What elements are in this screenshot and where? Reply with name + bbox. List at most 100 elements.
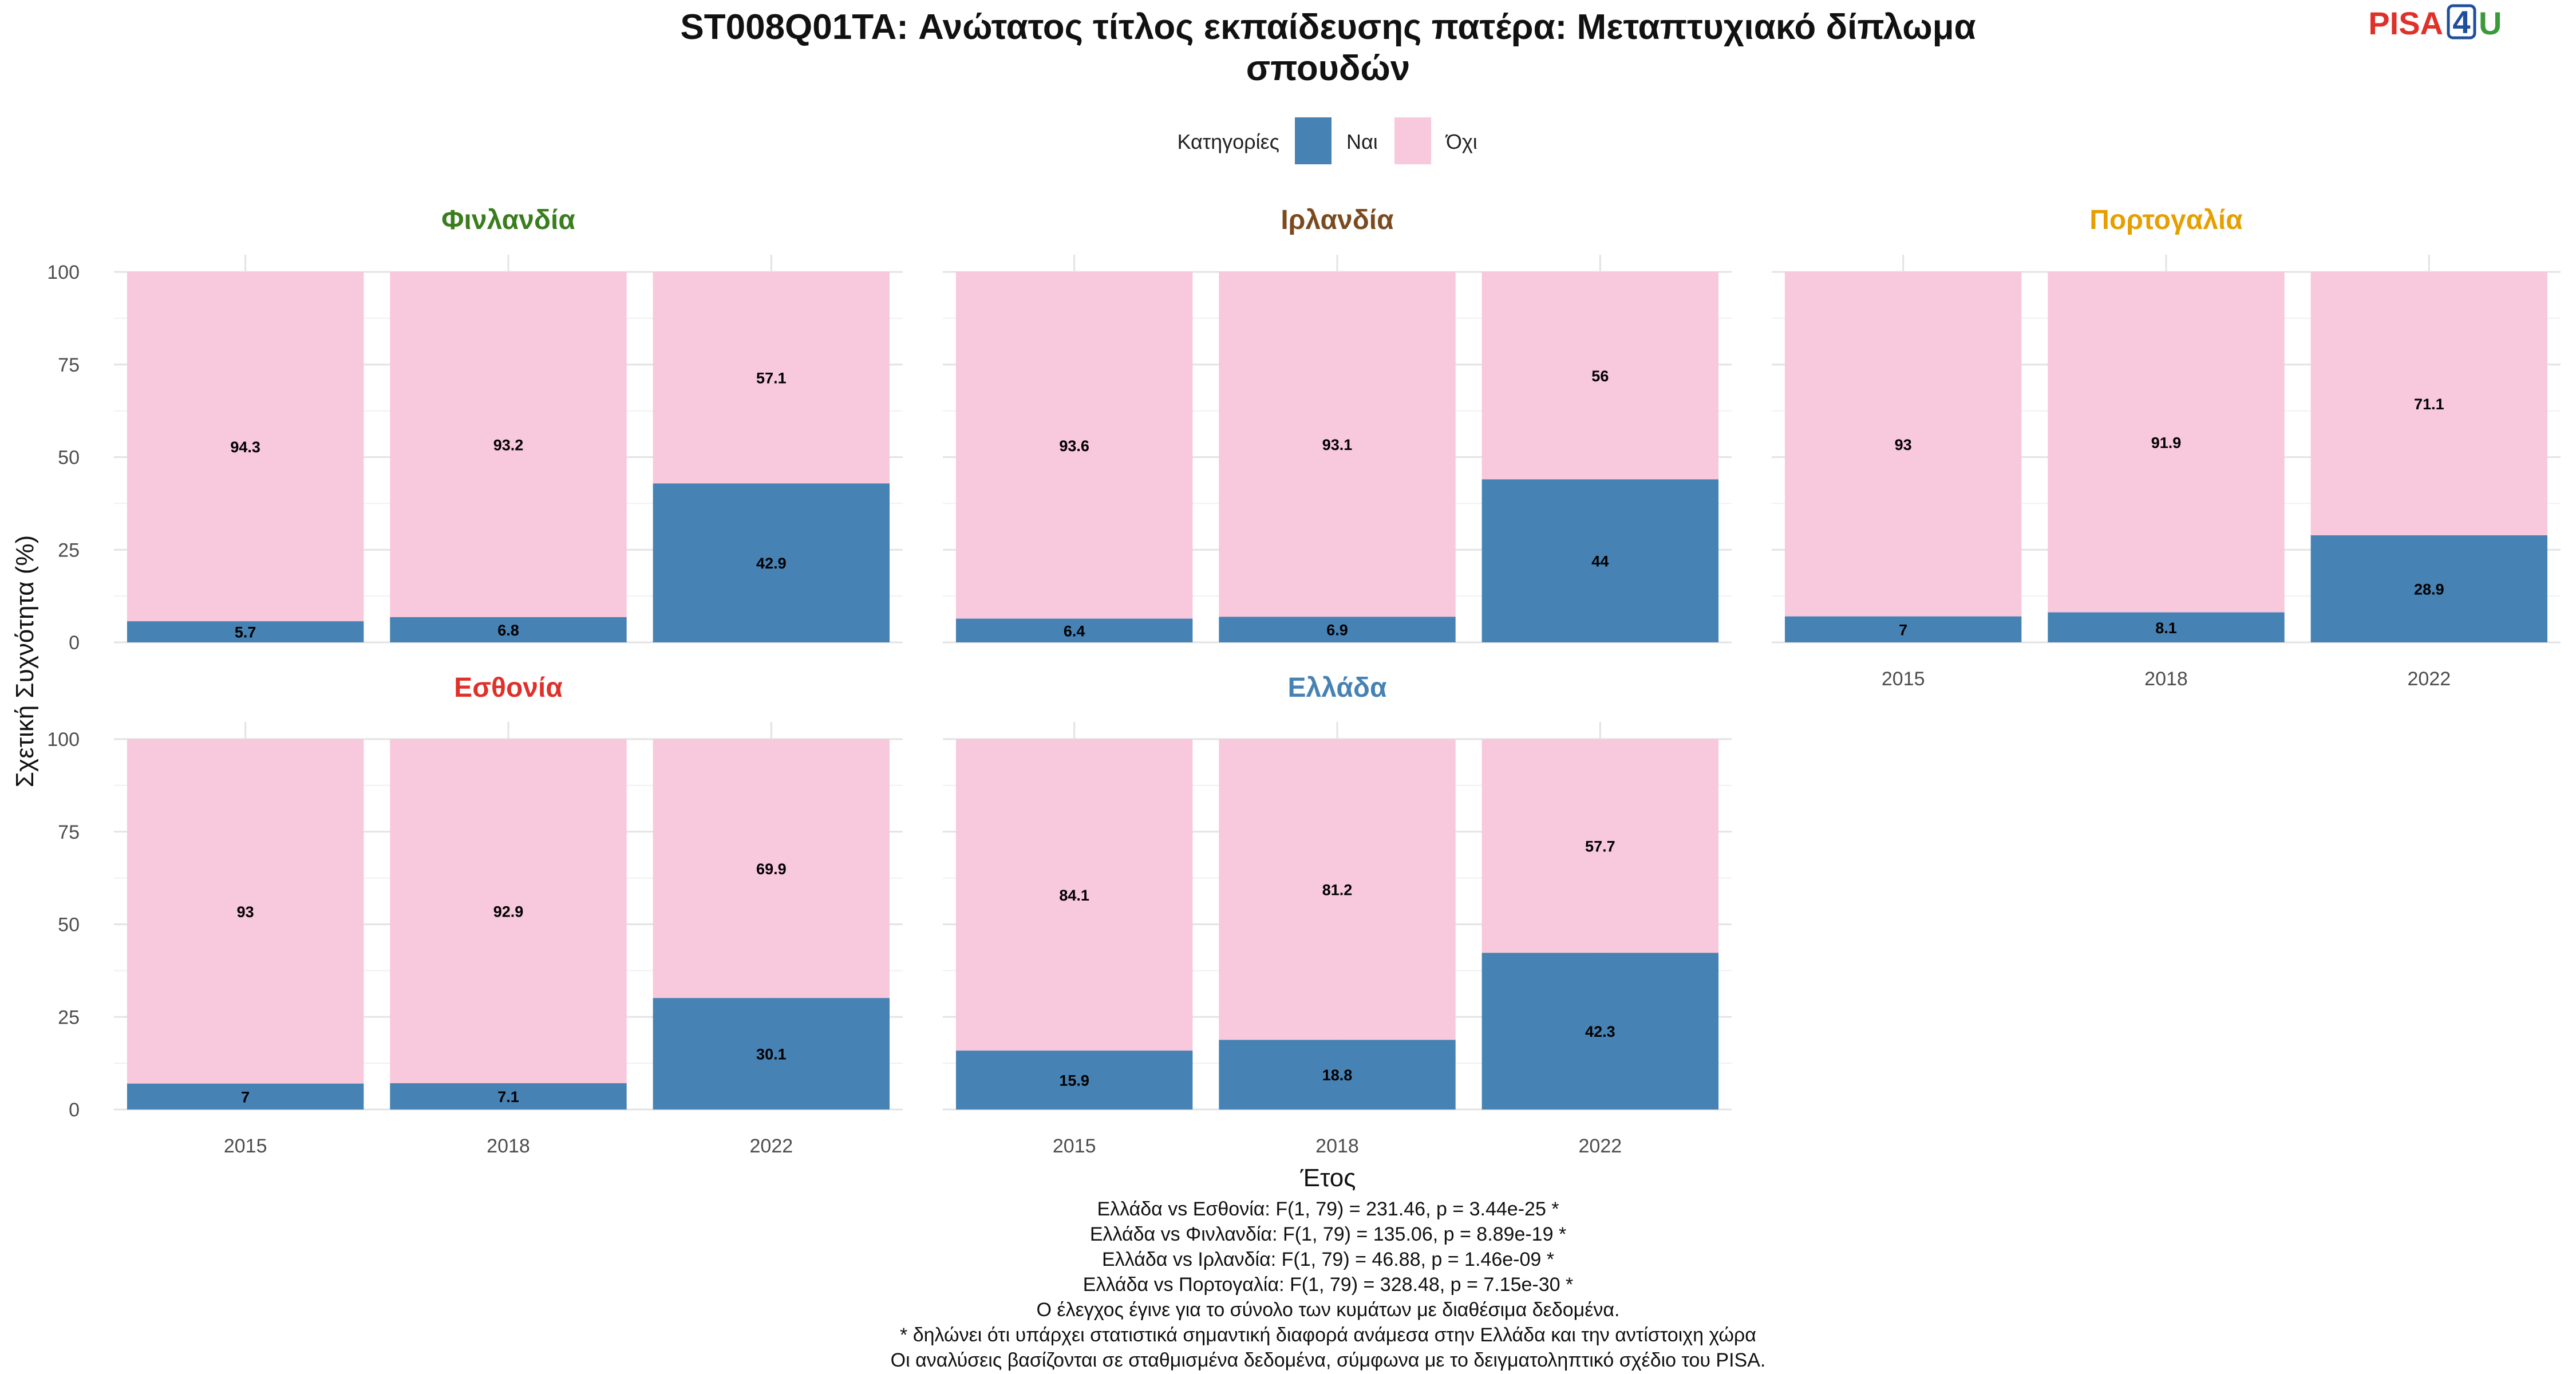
bar-yes-value-label: 7 [1899, 621, 1907, 638]
facet-panels: Φινλανδία 0 25 50 75 100 5.7 94.3 6.8 93.2 42.9 57.… [47, 205, 2561, 1157]
panel-1: Φινλανδία 0 25 50 75 100 5.7 94.3 6.8 93.2 42.9 57.… [47, 205, 903, 654]
x-tick-label: 2018 [2144, 668, 2188, 690]
chart-title-line-1: ST008Q01TA: Ανώτατος τίτλος εκπαίδευσης … [680, 7, 1976, 47]
caption-line: Ελλάδα vs Εσθονία: F(1, 79) = 231.46, p … [1097, 1198, 1559, 1220]
bar-no [390, 739, 627, 1084]
bar-yes-value-label: 30.1 [756, 1046, 787, 1063]
bar-no [2310, 272, 2548, 536]
caption: Ελλάδα vs Εσθονία: F(1, 79) = 231.46, p … [891, 1198, 1766, 1371]
bar-no-value-label: 57.7 [1585, 838, 1615, 855]
bar-no-value-label: 93.2 [493, 437, 524, 454]
bar-yes-value-label: 7.1 [497, 1088, 519, 1105]
y-tick-label: 75 [58, 354, 80, 376]
x-tick-label: 2015 [1053, 1135, 1096, 1157]
bar-yes [2048, 612, 2285, 642]
bar-no [653, 272, 890, 484]
bar-yes [1481, 953, 1719, 1110]
bar-yes [127, 621, 364, 642]
panel-5: Ελλάδα 15.9 84.1 18.8 81.2 42.3 57.7 2015 2018 20… [943, 673, 1732, 1157]
bar-yes [1784, 616, 2022, 642]
y-axis-title: Σχετική Συχνότητα (%) [11, 535, 39, 788]
panel-2: Ιρλανδία 6.4 93.6 6.9 93.1 44 56 [943, 205, 1732, 643]
bar-yes [955, 618, 1193, 642]
bar-no-value-label: 92.9 [493, 903, 524, 921]
legend-title: Κατηγορίες [1177, 130, 1279, 153]
panel-strip-label: Φινλανδία [441, 205, 575, 235]
y-tick-label: 25 [58, 1006, 80, 1028]
bar-no [1784, 272, 2022, 617]
legend: Κατηγορίες Ναι Όχι [1177, 117, 1477, 164]
bar-yes [1219, 617, 1456, 642]
chart-title-line-2: σπουδών [1246, 49, 1411, 88]
bar-no [390, 272, 627, 618]
y-tick-label: 75 [58, 822, 80, 843]
bar-no-value-label: 84.1 [1059, 887, 1089, 904]
bar-no-value-label: 57.1 [756, 370, 787, 387]
caption-line: Ο έλεγχος έγινε για το σύνολο των κυμάτω… [1037, 1299, 1620, 1321]
legend-swatch-yes [1295, 117, 1332, 164]
x-tick-label: 2015 [224, 1135, 267, 1157]
bar-no-value-label: 93.6 [1059, 437, 1089, 455]
bar-no [1481, 272, 1719, 480]
chart-title: ST008Q01TA: Ανώτατος τίτλος εκπαίδευσης … [680, 7, 1976, 88]
bar-yes [390, 1083, 627, 1110]
bar-yes [127, 1083, 364, 1110]
bar-no-value-label: 91.9 [2151, 434, 2182, 451]
bar-yes-value-label: 42.3 [1585, 1023, 1615, 1040]
x-tick-label: 2022 [2408, 668, 2451, 690]
bar-yes-value-label: 6.8 [497, 622, 519, 639]
y-tick-label: 100 [47, 729, 80, 751]
legend-label-yes: Ναι [1346, 130, 1378, 153]
caption-line: Οι αναλύσεις βασίζονται σε σταθμισμένα δ… [891, 1349, 1766, 1371]
x-tick-label: 2022 [1579, 1135, 1622, 1157]
bar-yes [1219, 1040, 1456, 1110]
y-tick-label: 100 [47, 262, 80, 283]
bar-no-value-label: 69.9 [756, 860, 787, 878]
y-tick-label: 25 [58, 539, 80, 561]
bar-yes-value-label: 44 [1591, 553, 1609, 570]
bar-yes [653, 483, 890, 642]
bar-no [653, 739, 890, 998]
x-tick-label: 2018 [487, 1135, 530, 1157]
bar-no [1219, 739, 1456, 1040]
x-tick-label: 2022 [750, 1135, 793, 1157]
bar-yes-value-label: 7 [241, 1088, 250, 1105]
bar-yes [1481, 479, 1719, 642]
bar-no [127, 739, 364, 1084]
y-tick-label: 50 [58, 914, 80, 936]
bar-no-value-label: 93 [237, 903, 254, 921]
y-tick-label: 50 [58, 447, 80, 469]
bar-yes-value-label: 28.9 [2414, 581, 2444, 598]
bar-yes-value-label: 42.9 [756, 555, 787, 572]
panel-strip-label: Εσθονία [454, 673, 563, 703]
bar-yes [955, 1051, 1193, 1110]
caption-line: Ελλάδα vs Πορτογαλία: F(1, 79) = 328.48,… [1083, 1274, 1573, 1296]
bar-no [955, 739, 1193, 1051]
caption-line: * δηλώνει ότι υπάρχει στατιστικά σημαντι… [900, 1324, 1756, 1346]
legend-label-no: Όχι [1445, 130, 1477, 153]
bar-no-value-label: 94.3 [230, 439, 260, 456]
bar-no-value-label: 93 [1895, 436, 1912, 453]
bar-no [1219, 272, 1456, 617]
caption-line: Ελλάδα vs Φινλανδία: F(1, 79) = 135.06, … [1090, 1223, 1566, 1245]
y-tick-label: 0 [69, 632, 80, 654]
bar-no [127, 272, 364, 622]
bar-no [1481, 739, 1719, 953]
caption-line: Ελλάδα vs Ιρλανδία: F(1, 79) = 46.88, p … [1102, 1249, 1554, 1270]
panel-strip-label: Πορτογαλία [2089, 205, 2243, 235]
bar-yes-value-label: 8.1 [2155, 619, 2177, 637]
legend-swatch-no [1394, 117, 1431, 164]
bar-yes [2310, 535, 2548, 642]
bar-yes-value-label: 6.4 [1064, 622, 1085, 639]
pisa4u-logo: PISA 4 U [2368, 4, 2502, 41]
panel-4: Εσθονία 0 25 50 75 100 7 93 7.1 92.9 30.1 69.9 2015 2… [47, 673, 903, 1157]
bar-no-value-label: 56 [1591, 368, 1609, 385]
y-tick-label: 0 [69, 1099, 80, 1121]
logo-box [2447, 4, 2476, 40]
logo-text-u: U [2479, 5, 2502, 41]
panel-strip-label: Ιρλανδία [1281, 205, 1394, 235]
bar-no-value-label: 81.2 [1322, 882, 1353, 899]
bar-yes-value-label: 5.7 [235, 624, 256, 641]
bar-yes-value-label: 6.9 [1326, 622, 1348, 639]
panel-strip-label: Ελλάδα [1288, 673, 1387, 703]
